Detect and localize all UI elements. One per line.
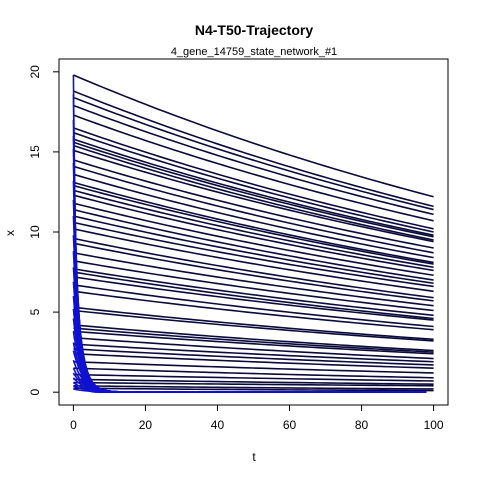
x-axis: 0 20 40 60 80 100 <box>70 404 444 432</box>
trajectory-line-slow <box>73 208 434 281</box>
trajectory-line-slow <box>73 189 434 269</box>
trajectory-line-slow <box>73 284 434 328</box>
trajectory-line-fast <box>73 388 427 393</box>
trajectory-line-slow <box>73 384 434 390</box>
trajectory-line-slow <box>73 373 434 382</box>
trajectory-line-slow <box>73 149 434 243</box>
trajectory-line-slow <box>73 165 434 254</box>
trajectory-line-slow <box>73 306 434 341</box>
trajectory-line-fast <box>72 180 427 393</box>
trajectory-line-slow <box>73 96 434 211</box>
trajectory-line-slow <box>73 367 434 379</box>
trajectory-line-slow <box>73 290 434 331</box>
trajectory-line-slow <box>73 324 434 352</box>
trajectory-line-slow <box>73 330 434 355</box>
x-tick-label: 100 <box>424 418 444 432</box>
y-axis-label: x <box>3 230 17 236</box>
x-tick-label: 80 <box>355 418 369 432</box>
y-tick-label: 5 <box>28 308 42 315</box>
trajectory-line-slow <box>73 228 434 293</box>
x-tick-label: 20 <box>139 418 153 432</box>
trajectory-line-slow <box>73 127 434 230</box>
trajectory-line-slow <box>73 260 434 312</box>
y-axis: 0 5 10 15 20 <box>28 65 60 396</box>
trajectory-line-slow <box>73 194 434 272</box>
trajectory-line-slow <box>73 173 434 259</box>
plot-area <box>72 74 434 393</box>
trajectory-line-slow <box>73 336 434 360</box>
y-tick-label: 15 <box>28 145 42 159</box>
x-axis-label: t <box>252 450 256 464</box>
trajectory-line-slow <box>73 159 434 249</box>
trajectory-line-slow <box>73 141 434 238</box>
trajectory-line-slow <box>73 74 434 198</box>
trajectory-line-slow <box>73 242 434 302</box>
trajectory-line-slow <box>73 360 434 374</box>
trajectory-line-slow <box>73 104 434 216</box>
x-tick-label: 60 <box>283 418 297 432</box>
trajectory-line-slow <box>73 202 434 277</box>
trajectory-line-slow <box>73 131 434 233</box>
trajectory-line-slow <box>73 215 434 285</box>
trajectory-line-slow <box>73 276 434 321</box>
trajectory-line-slow <box>73 114 434 222</box>
x-tick-label: 40 <box>211 418 225 432</box>
trajectory-line-slow <box>73 144 434 241</box>
trajectory-line-slow <box>73 268 434 317</box>
y-tick-label: 0 <box>28 389 42 396</box>
trajectory-line-slow <box>73 352 434 369</box>
y-tick-label: 20 <box>28 65 42 79</box>
chart-subtitle: 4_gene_14759_state_network_#1 <box>171 46 337 58</box>
trajectory-line-slow <box>73 348 434 366</box>
chart-title: N4-T50-Trajectory <box>195 22 313 38</box>
trajectory-line-slow <box>73 90 434 208</box>
trajectory-line-slow <box>73 184 434 265</box>
y-tick-label: 10 <box>28 225 42 239</box>
trajectory-line-slow <box>73 309 434 342</box>
trajectory-line-slow <box>73 378 434 385</box>
trajectory-line-slow <box>73 343 434 363</box>
trajectory-line-slow <box>73 327 434 353</box>
trajectory-line-slow <box>73 252 434 307</box>
trajectory-line-slow <box>73 221 434 288</box>
x-tick-label: 0 <box>70 418 77 432</box>
trajectory-line-slow <box>73 271 434 320</box>
trajectory-line-slow <box>73 387 434 392</box>
trajectory-line-slow <box>73 381 434 387</box>
trajectory-line-slow <box>73 138 434 236</box>
trajectory-line-slow <box>73 237 434 299</box>
trajectory-line-slow <box>73 181 434 264</box>
